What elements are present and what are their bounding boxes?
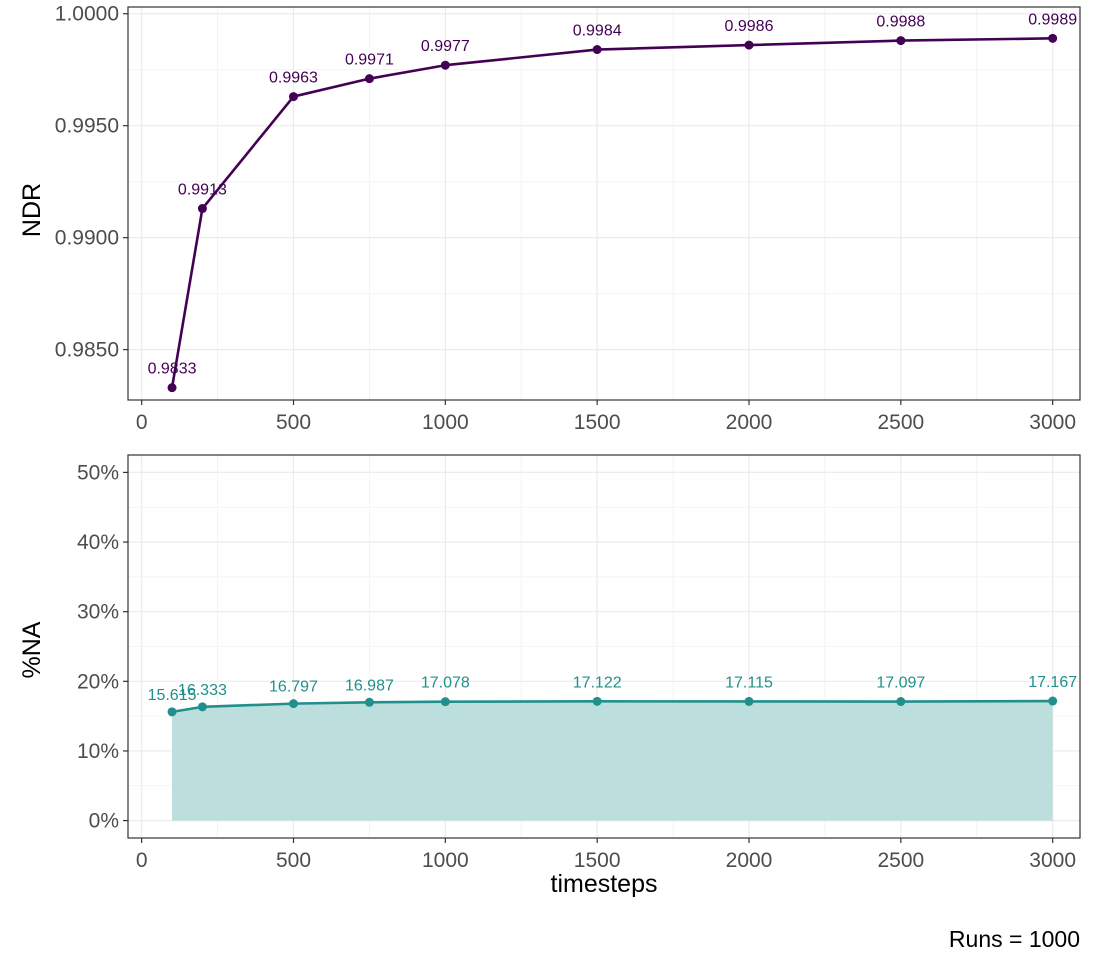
y-tick-label: 0.9900 bbox=[55, 227, 119, 250]
panel-border bbox=[127, 6, 1081, 401]
x-tick-label: 0 bbox=[136, 411, 148, 434]
panel-background bbox=[128, 7, 1080, 400]
y-tick-label: 40% bbox=[77, 531, 119, 554]
data-point bbox=[1048, 33, 1058, 43]
data-label: 0.9833 bbox=[148, 361, 197, 378]
data-point bbox=[440, 60, 450, 70]
y-tick-label: 50% bbox=[77, 461, 119, 484]
data-label: 15.615 bbox=[148, 687, 197, 704]
x-tick-label: 2500 bbox=[877, 411, 924, 434]
data-point bbox=[167, 383, 177, 393]
x-tick-label: 1000 bbox=[422, 849, 469, 872]
data-label: 16.333 bbox=[178, 682, 227, 699]
data-point bbox=[744, 40, 754, 50]
data-label: 0.9988 bbox=[876, 14, 925, 31]
data-point bbox=[288, 699, 298, 709]
y-tick-label: 1.0000 bbox=[55, 3, 119, 26]
y-tick-label: 0.9950 bbox=[55, 115, 119, 138]
data-label: 16.987 bbox=[345, 677, 394, 694]
data-point bbox=[896, 36, 906, 46]
data-label: 16.797 bbox=[269, 679, 318, 696]
x-tick-label: 3000 bbox=[1029, 849, 1076, 872]
data-point bbox=[440, 697, 450, 707]
x-tick-label: 2000 bbox=[726, 411, 773, 434]
data-label: 0.9971 bbox=[345, 52, 394, 69]
data-point bbox=[364, 697, 374, 707]
runs-caption: Runs = 1000 bbox=[948, 926, 1080, 952]
data-label: 17.097 bbox=[876, 675, 925, 692]
data-point bbox=[592, 45, 602, 55]
y-tick-label: 0% bbox=[89, 810, 119, 833]
y-axis-title: %NA bbox=[18, 621, 46, 678]
data-label: 17.115 bbox=[725, 674, 773, 691]
data-label: 17.078 bbox=[421, 675, 470, 692]
data-label: 0.9963 bbox=[269, 70, 318, 87]
data-point bbox=[364, 74, 374, 84]
data-point bbox=[592, 696, 602, 706]
data-point bbox=[1048, 696, 1058, 706]
y-tick-label: 0.9850 bbox=[55, 339, 119, 362]
x-tick-label: 2000 bbox=[726, 849, 773, 872]
data-point bbox=[896, 697, 906, 707]
x-tick-label: 500 bbox=[276, 849, 311, 872]
x-tick-label: 0 bbox=[136, 849, 148, 872]
panel-ndr: 0.9833 0.9913 0.9963 0.9971 0.9977 0.9984 0.99… bbox=[18, 3, 1081, 434]
data-label: 0.9984 bbox=[573, 23, 622, 40]
data-label: 0.9977 bbox=[421, 38, 470, 55]
x-tick-label: 1000 bbox=[422, 411, 469, 434]
data-point bbox=[288, 92, 298, 102]
x-tick-label: 1500 bbox=[574, 849, 621, 872]
x-tick-label: 2500 bbox=[877, 849, 924, 872]
data-label: 0.9989 bbox=[1028, 11, 1077, 28]
panel-border bbox=[127, 454, 1081, 839]
x-tick-label: 500 bbox=[276, 411, 311, 434]
data-point bbox=[167, 707, 177, 717]
y-tick-label: 30% bbox=[77, 601, 119, 624]
data-point bbox=[197, 204, 207, 214]
area-fill bbox=[172, 701, 1053, 821]
y-tick-label: 20% bbox=[77, 670, 119, 693]
x-axis-title: timesteps bbox=[551, 870, 658, 898]
y-axis-title: NDR bbox=[18, 183, 46, 237]
x-tick-label: 1500 bbox=[574, 411, 621, 434]
data-label: 0.9986 bbox=[725, 18, 774, 35]
data-label: 0.9913 bbox=[178, 182, 227, 199]
data-point bbox=[744, 696, 754, 706]
y-tick-label: 10% bbox=[77, 740, 119, 763]
data-label: 17.167 bbox=[1028, 674, 1077, 691]
data-label: 17.122 bbox=[573, 674, 622, 691]
data-point bbox=[197, 702, 207, 712]
x-tick-label: 3000 bbox=[1029, 411, 1076, 434]
